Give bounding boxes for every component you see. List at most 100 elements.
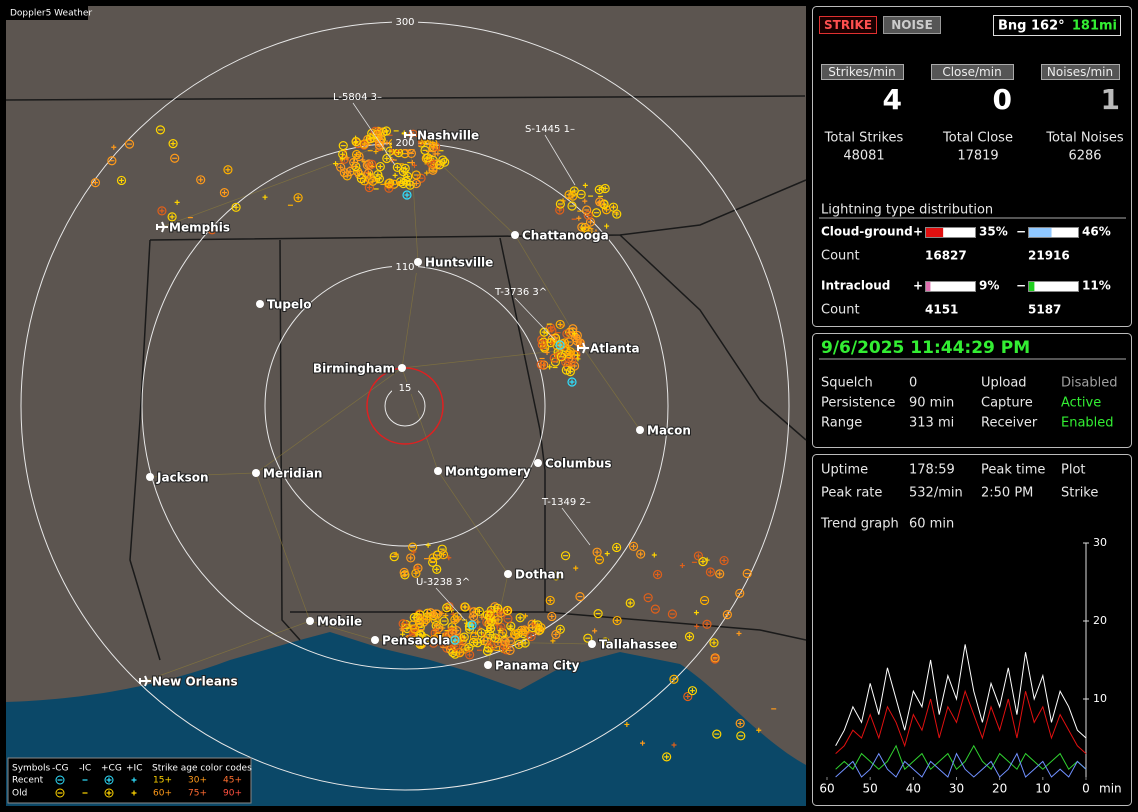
strike-symbol (375, 172, 381, 178)
strike-symbol (438, 642, 444, 648)
strike-symbol (456, 616, 462, 622)
strike-symbol (551, 629, 561, 640)
datetime: 9/6/2025 11:44:29 PM (821, 338, 1030, 358)
strike-symbol (408, 635, 418, 646)
strike-symbol (428, 160, 434, 166)
strike-symbol (704, 621, 710, 627)
strike-symbol (685, 693, 691, 699)
noise-button[interactable] (883, 16, 941, 34)
field-text: 0 (909, 376, 917, 391)
strike-symbol (413, 570, 419, 576)
info-content: Squelch 0 Upload Disabled Persistence 90 min C… (821, 376, 1117, 431)
strike-symbol (557, 321, 563, 327)
strike-symbol (408, 555, 414, 561)
strike-symbol (614, 618, 620, 624)
airport-marker (139, 675, 151, 687)
strike-symbol (432, 151, 438, 157)
total-value: 48081 (843, 149, 884, 164)
legend-age: 15+ (153, 776, 172, 786)
strike-symbol (402, 165, 408, 171)
strike-symbol (709, 638, 719, 648)
strike-symbol (477, 625, 483, 631)
percent-label: 9% (979, 279, 999, 293)
strike-symbol (651, 552, 657, 558)
strike-symbol (367, 171, 373, 177)
storm-leader (561, 507, 591, 546)
rate-button[interactable] (821, 64, 904, 80)
strike-symbol (367, 159, 377, 169)
strike-symbol (475, 640, 481, 646)
city-marker (636, 426, 644, 434)
trend-line (835, 752, 1087, 778)
strike-symbol (593, 609, 603, 619)
strike-symbol (460, 602, 470, 612)
sign: + (913, 279, 923, 293)
strike-button[interactable] (819, 16, 877, 34)
status-panel (812, 6, 1132, 327)
storm-label: L-5804 3– (333, 92, 382, 103)
rate-value: 4 (883, 83, 902, 116)
strike-symbol (715, 569, 725, 579)
strike-symbol (399, 626, 405, 632)
strike-symbol (655, 572, 661, 578)
strike-symbol (430, 167, 436, 173)
type-name: Cloud-ground (821, 225, 913, 239)
strike-symbol (209, 227, 215, 233)
strike-symbol (693, 610, 699, 616)
strike-symbol (411, 549, 417, 555)
strike-symbol (124, 139, 135, 149)
trend-line (835, 744, 1087, 771)
rate-button[interactable] (1041, 64, 1120, 80)
storm-label: S-1445 1– (525, 124, 575, 135)
strike-symbol (742, 568, 752, 579)
strike-symbol (516, 641, 522, 647)
rate-button[interactable] (931, 64, 1014, 80)
strike-symbol (600, 183, 610, 194)
strike-symbol (440, 625, 446, 631)
strike-button-label: STRIKE (824, 18, 872, 32)
rate-label: Noises/min (1047, 65, 1113, 79)
strike-symbol (687, 634, 693, 640)
storm-leader (514, 297, 556, 341)
strike-symbol (434, 566, 440, 572)
strike-symbol (583, 210, 593, 220)
strike-symbol (413, 563, 423, 573)
strike-symbol (393, 551, 399, 557)
strike-symbol (537, 339, 547, 350)
strike-symbol (424, 138, 430, 144)
strike-symbol (400, 621, 406, 627)
field-text: Disabled (1061, 376, 1117, 391)
strike-symbol (435, 160, 445, 170)
strike-symbol (527, 619, 537, 629)
strike-symbol (612, 542, 622, 553)
strike-symbol (684, 632, 695, 642)
field-text: 2:50 PM (981, 486, 1033, 501)
strike-symbol (198, 177, 204, 183)
sign: + (913, 225, 923, 239)
strike-symbol (565, 366, 575, 377)
strike-symbol (710, 653, 720, 663)
strike-symbol (602, 639, 608, 645)
strike-symbol (353, 167, 363, 177)
strike-symbol (467, 620, 477, 630)
strike-symbol (695, 553, 701, 559)
strike-symbol (704, 557, 710, 563)
strike-symbol (557, 626, 563, 632)
city-label: Chattanooga (522, 229, 609, 243)
strike-symbol (717, 571, 723, 577)
strike-symbol (614, 211, 620, 217)
strike-symbol (580, 226, 586, 232)
strike-symbol (452, 626, 462, 636)
strike-symbol (451, 641, 461, 651)
bearing: Bng 162° (998, 19, 1065, 34)
city-marker (414, 258, 422, 266)
city-marker (588, 640, 596, 648)
strike-symbol (588, 219, 594, 225)
strike-symbol (628, 541, 639, 551)
strike-symbol (366, 185, 372, 191)
strike-symbol (576, 215, 582, 221)
trend-line (835, 644, 1087, 747)
strike-symbol (526, 631, 536, 642)
info-panel (812, 333, 1132, 448)
total-label: Total Close (942, 131, 1013, 146)
